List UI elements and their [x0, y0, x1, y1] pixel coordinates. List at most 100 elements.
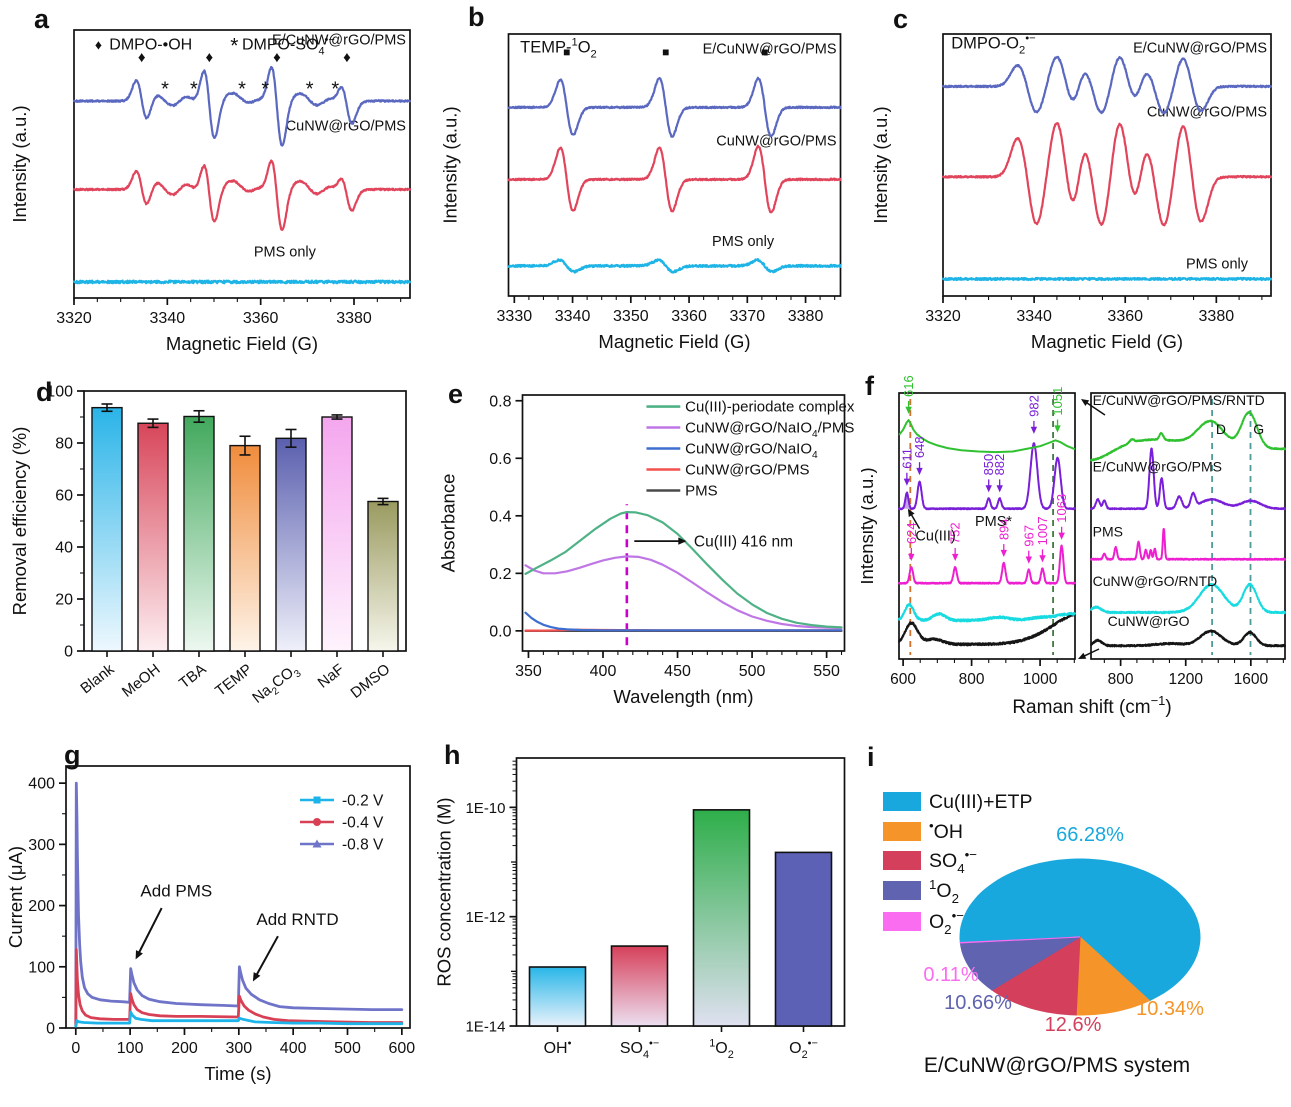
plot-frame: [898, 392, 1076, 660]
arrow-head: [1054, 425, 1061, 433]
svg-text:400: 400: [28, 776, 55, 793]
curve-CuNW-rGO: [1090, 629, 1286, 648]
legend-swatch: [883, 912, 921, 931]
panel-tag-i: i: [867, 742, 875, 772]
legend-glyph: ♦: [95, 37, 102, 53]
svg-text:100: 100: [46, 384, 73, 401]
curve-label: PMS only: [254, 244, 317, 260]
arrow-head: [1058, 532, 1065, 540]
svg-text:3320: 3320: [56, 310, 92, 327]
peak-wavenumber-label: 616: [901, 375, 916, 397]
ros-contribution-pie-chart: 66.28% 10.34% 12.6% 10.66% 0.11% Cu(III)+ETP •…: [883, 791, 1204, 1077]
svg-text:0: 0: [46, 1021, 55, 1038]
ros-concentration-bar-chart: 1E-14 1E-12 1E-10 ROS concentration (M) OH• S…: [434, 757, 846, 1061]
curve-label: PMS only: [712, 234, 775, 250]
arrow-head: [905, 406, 912, 414]
epr-temp-1o2-chart: 3330 3340 3350 3360 3370 3380 Magnetic Field (…: [440, 33, 842, 352]
annotation: Add PMS: [140, 881, 212, 900]
plot-frame: [73, 29, 411, 299]
arrow-head: [903, 478, 911, 486]
svg-text:80: 80: [55, 436, 73, 453]
panel-b: b 3330 3340 3350 3360 3370 3380 Magnetic Field…: [430, 0, 861, 369]
legend-label: CuNW@rGO/NaIO4/PMS: [685, 420, 854, 441]
svg-text:1000: 1000: [1023, 671, 1058, 688]
svg-text:3380: 3380: [336, 310, 372, 327]
arrow-head: [135, 950, 143, 960]
svg-text:0.4: 0.4: [489, 508, 511, 525]
annotation: PMS*: [975, 514, 1012, 530]
panel-i: i 66.28% 10.34% 12.6% 10.66% 0.11% Cu(III)+ET…: [861, 738, 1291, 1107]
curve-CuNW-rGO-RNTD: [898, 602, 1076, 623]
pie-slice-1: [1075, 935, 1151, 1016]
arrow-head: [678, 537, 687, 545]
svg-text:300: 300: [225, 1040, 252, 1057]
legend-label: O2•−: [929, 908, 964, 937]
bar-category-label: NaF: [315, 661, 348, 692]
curve-PMS-only: [72, 279, 412, 285]
legend-label: -0.4 V: [342, 815, 384, 832]
svg-text:3360: 3360: [671, 308, 707, 325]
arrow-head: [916, 467, 923, 476]
svg-text:450: 450: [664, 663, 691, 680]
pie-percent-label: 66.28%: [1056, 824, 1124, 846]
bar-3: [229, 444, 261, 652]
curve-label: PMS only: [1186, 256, 1249, 272]
arrow-head: [1081, 399, 1090, 406]
series-0.2: [74, 1010, 404, 1028]
arrow-head: [1039, 555, 1046, 563]
svg-text:3340: 3340: [555, 308, 591, 325]
bar-3: [774, 851, 833, 1027]
pie-percent-label: 10.34%: [1136, 998, 1204, 1020]
legend-label: Cu(III)-periodate complex: [685, 399, 855, 416]
svg-text:3370: 3370: [730, 308, 766, 325]
svg-text:3360: 3360: [1107, 308, 1143, 325]
plot-frame: [521, 394, 846, 652]
svg-text:800: 800: [959, 671, 985, 688]
peak-wavenumber-label: 1007: [1035, 516, 1050, 545]
svg-text:200: 200: [171, 1040, 198, 1057]
y-axis-label: Intensity (a.u.): [440, 106, 461, 223]
svg-text:0.0: 0.0: [489, 623, 511, 640]
removal-efficiency-bar-chart: 0 20 40 60 80 100 Removal efficiency (%) Blank M…: [9, 384, 407, 707]
svg-text:3350: 3350: [613, 308, 649, 325]
current-time-chart: 0 100 200 300 400 500 600 0 100 200 300 400 Time (s)…: [5, 765, 415, 1084]
curve-label: G: [1253, 421, 1264, 437]
bar-category-label: OH•: [544, 1037, 572, 1057]
x-axis-label: Raman shift (cm−1): [1012, 693, 1171, 718]
legend-swatch: [883, 881, 921, 900]
peak-marker: *: [238, 78, 246, 100]
arrow-head: [1025, 556, 1032, 564]
curve-label: CuNW@rGO/PMS: [286, 119, 406, 135]
bar-0: [91, 406, 123, 652]
svg-text:1E-10: 1E-10: [465, 800, 505, 817]
legend-label: CuNW@rGO/NaIO4: [685, 441, 818, 462]
curve-E-CuNW-rGO-PMS-RNTD: [1090, 410, 1286, 462]
svg-text:1200: 1200: [1168, 671, 1203, 688]
pie-slice-4: [959, 936, 1081, 944]
curve-PMS-only: [941, 276, 1273, 282]
svg-text:600: 600: [890, 671, 916, 688]
series-0.4: [74, 948, 404, 1027]
panel-c: c 3320 3340 3360 3380 Magnetic Field (G) Inte…: [861, 0, 1291, 369]
y-axis-label: Intensity (a.u.): [870, 106, 891, 223]
arrow-head: [1000, 549, 1007, 557]
peak-wavenumber-label: 882: [992, 454, 1007, 476]
curve-PMS-only: [507, 258, 842, 274]
svg-text:800: 800: [1108, 671, 1134, 688]
legend-label: •OH: [929, 818, 963, 843]
svg-text:1600: 1600: [1234, 671, 1269, 688]
panel-a: a 3320 3340 3360 3380 Magnetic Field (G) Inte…: [0, 0, 430, 369]
peak-marker: *: [161, 78, 169, 100]
peak-marker: ♦: [343, 49, 351, 66]
panel-tag-b: b: [468, 2, 485, 32]
curve-CuNW-rGO-PMS: [72, 159, 412, 231]
peak-marker: ♦: [206, 49, 214, 66]
plot-frame: [942, 33, 1272, 297]
curve-label: E/CuNW@rGO/PMS/RNTD: [1093, 392, 1265, 408]
arrow-head: [908, 553, 915, 561]
legend-swatch: [883, 822, 921, 841]
legend-label: SO4•−: [929, 847, 977, 876]
absorbance-spectra-chart: 350 400 450 500 550 0.0 0.2 0.4 0.6 0.8 Wavelength…: [438, 393, 855, 707]
bar-1: [137, 422, 169, 652]
